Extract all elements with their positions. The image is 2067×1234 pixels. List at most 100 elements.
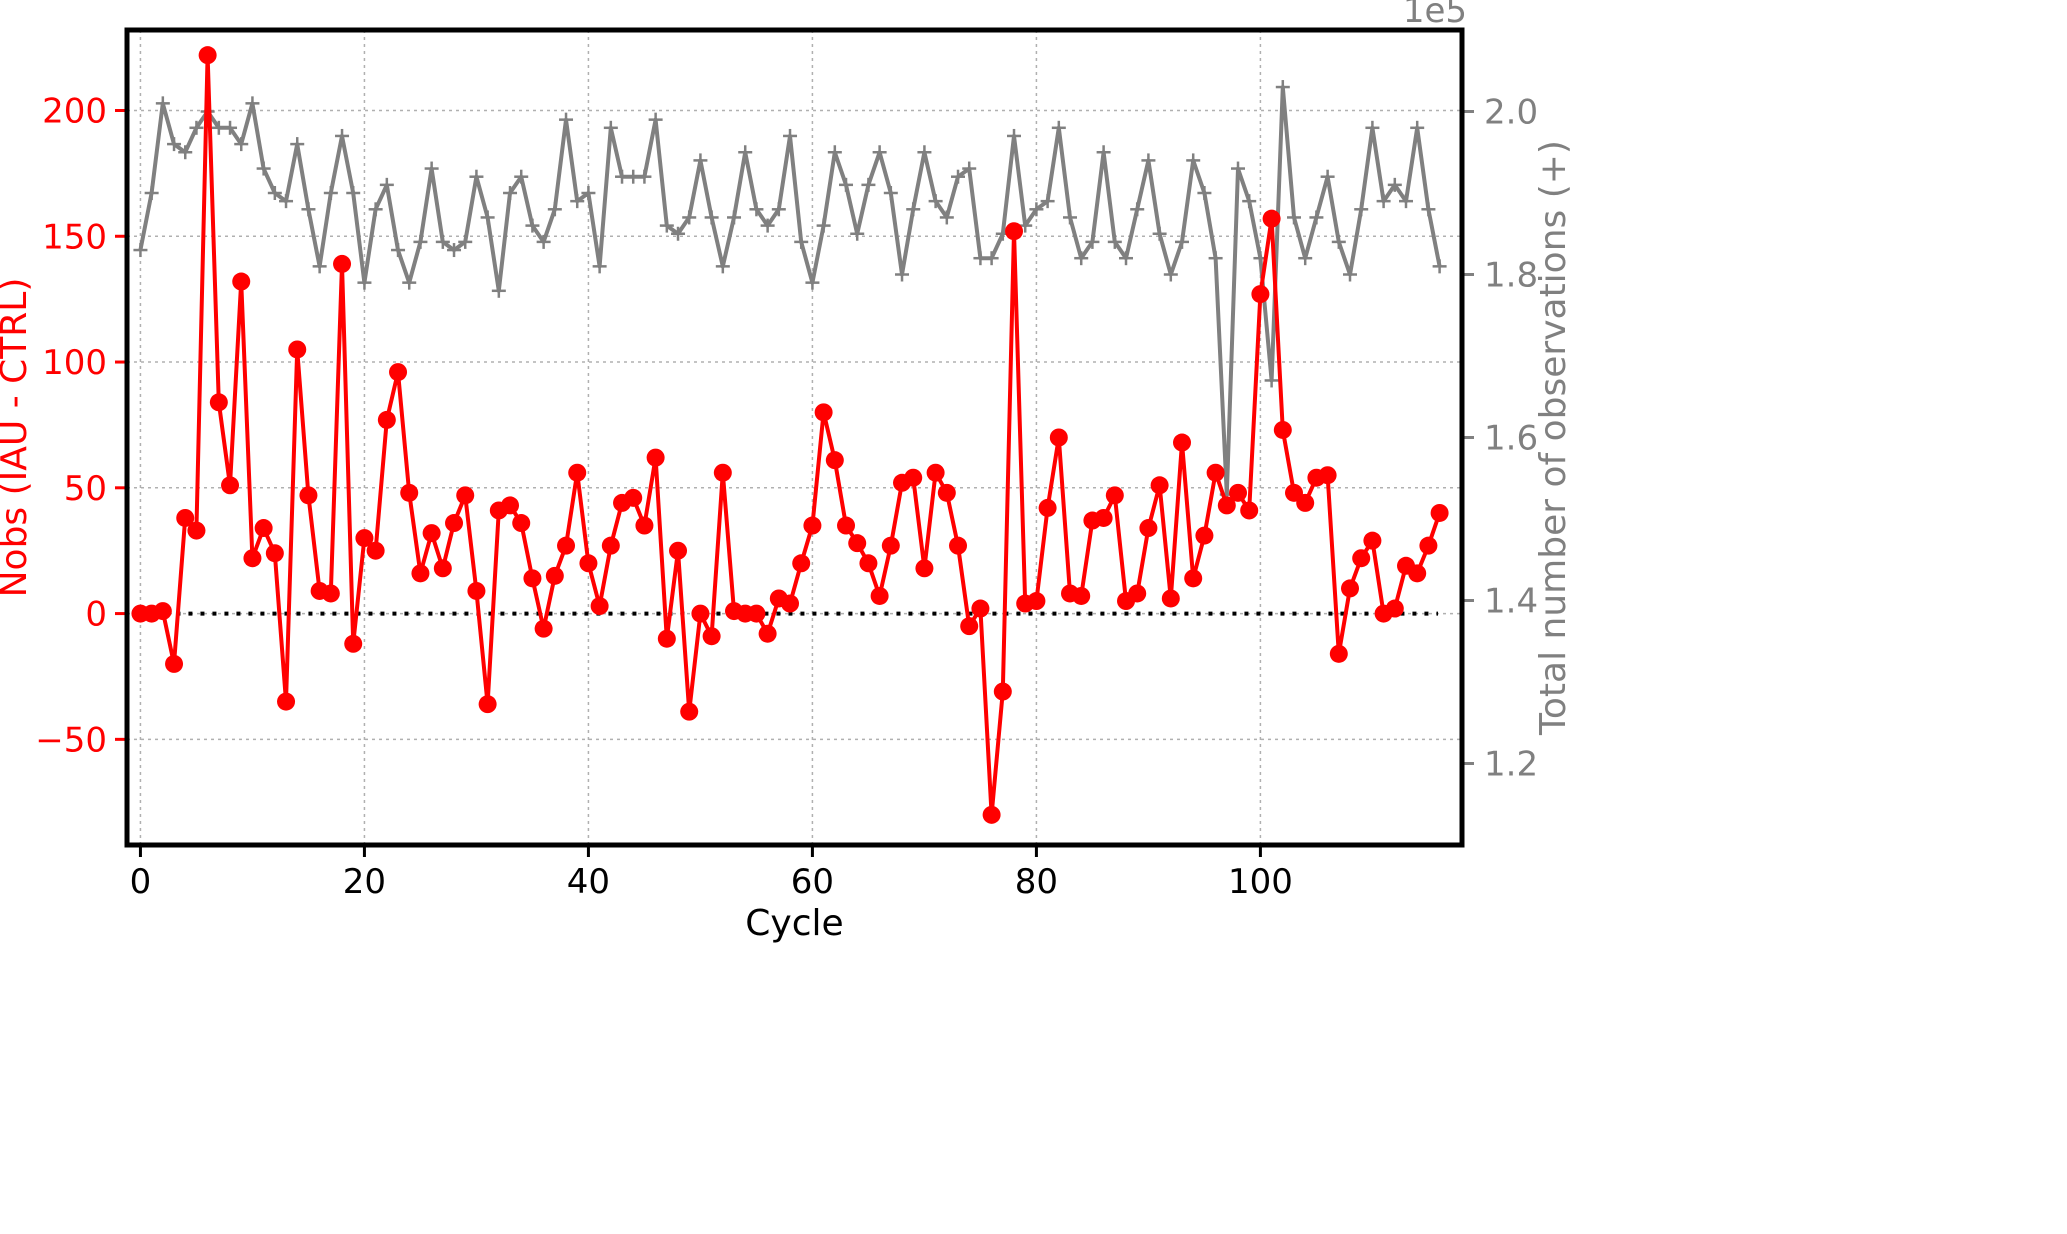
total-point [1365, 120, 1380, 135]
difference-point [1430, 503, 1449, 522]
difference-point [1195, 526, 1214, 545]
total-point [984, 251, 999, 266]
total-point [1074, 251, 1089, 266]
total-point [559, 112, 574, 127]
right-y-tick-label: 1.4 [1484, 582, 1538, 622]
total-point [1152, 226, 1167, 241]
total-point [458, 234, 473, 249]
difference-point [624, 488, 643, 507]
difference-point [1329, 644, 1348, 663]
difference-point [1206, 463, 1225, 482]
difference-point [321, 584, 340, 603]
difference-point [758, 624, 777, 643]
left-y-tick-label: −50 [35, 720, 107, 760]
difference-point [1128, 584, 1147, 603]
difference-point [344, 634, 363, 653]
x-tick-label: 100 [1228, 862, 1293, 902]
total-point [693, 153, 708, 168]
difference-point [859, 554, 878, 573]
difference-point [389, 363, 408, 382]
difference-point [713, 463, 732, 482]
difference-point [355, 529, 374, 548]
total-point [906, 202, 921, 217]
total-point [1051, 120, 1066, 135]
difference-point [825, 451, 844, 470]
difference-point [1419, 536, 1438, 555]
total-point [167, 137, 182, 152]
total-point [1309, 210, 1324, 225]
total-point [715, 259, 730, 274]
plot-frame [124, 27, 1465, 848]
total-point [155, 96, 170, 111]
total-point [671, 226, 686, 241]
total-point [1029, 202, 1044, 217]
difference-point [792, 554, 811, 573]
difference-point [209, 393, 228, 412]
difference-point [702, 627, 721, 646]
difference-point [153, 602, 172, 621]
total-point [1231, 161, 1246, 176]
total-point [872, 145, 887, 160]
difference-point [176, 508, 195, 527]
difference-point [680, 702, 699, 721]
total-point [637, 169, 652, 184]
total-point [536, 234, 551, 249]
difference-point [1105, 486, 1124, 505]
total-point [368, 202, 383, 217]
difference-point [960, 617, 979, 636]
total-point [1410, 120, 1425, 135]
difference-point [915, 559, 934, 578]
difference-point [1027, 592, 1046, 611]
difference-point [1150, 476, 1169, 495]
total-point [1175, 234, 1190, 249]
total-point [480, 210, 495, 225]
total-point [1096, 145, 1111, 160]
difference-point [747, 604, 766, 623]
x-tick-label: 80 [1015, 862, 1058, 902]
total-point [290, 137, 305, 152]
x-tick-label: 20 [343, 862, 386, 902]
total-point [391, 243, 406, 258]
total-point [1141, 153, 1156, 168]
left-y-tick-label: 200 [42, 91, 107, 131]
total-point [514, 169, 529, 184]
total-point [144, 186, 159, 200]
right-y-tick-label: 1.2 [1484, 745, 1538, 785]
total-point [816, 218, 831, 233]
total-point [581, 186, 596, 200]
total-point [1343, 267, 1358, 282]
total-point [469, 169, 484, 184]
total-point [805, 275, 820, 290]
difference-point [545, 566, 564, 585]
difference-point [478, 695, 497, 714]
difference-point [837, 516, 856, 535]
total-point [827, 145, 842, 160]
total-point [1107, 234, 1122, 249]
difference-point [557, 536, 576, 555]
left-y-tick-label: 0 [85, 595, 107, 635]
difference-point [949, 536, 968, 555]
difference-point [232, 272, 251, 291]
difference-point [691, 604, 710, 623]
total-point [939, 210, 954, 225]
x-tick-label: 40 [567, 862, 610, 902]
x-tick-label: 0 [130, 862, 152, 902]
total-point [547, 202, 562, 217]
difference-point [243, 549, 262, 568]
difference-point [848, 534, 867, 553]
difference-point [1094, 508, 1113, 527]
total-point [1331, 234, 1346, 249]
difference-point [1296, 493, 1315, 512]
right-y-tick-label: 1.8 [1484, 256, 1538, 296]
total-point [648, 112, 663, 127]
total-point [917, 145, 932, 160]
total-point [1063, 210, 1078, 225]
difference-point [534, 619, 553, 638]
total-point [861, 177, 876, 192]
difference-point [501, 496, 520, 515]
difference-point [1005, 222, 1024, 241]
difference-point [411, 564, 430, 583]
total-point [1264, 373, 1279, 388]
total-point [1298, 251, 1313, 266]
difference-point [1184, 569, 1203, 588]
